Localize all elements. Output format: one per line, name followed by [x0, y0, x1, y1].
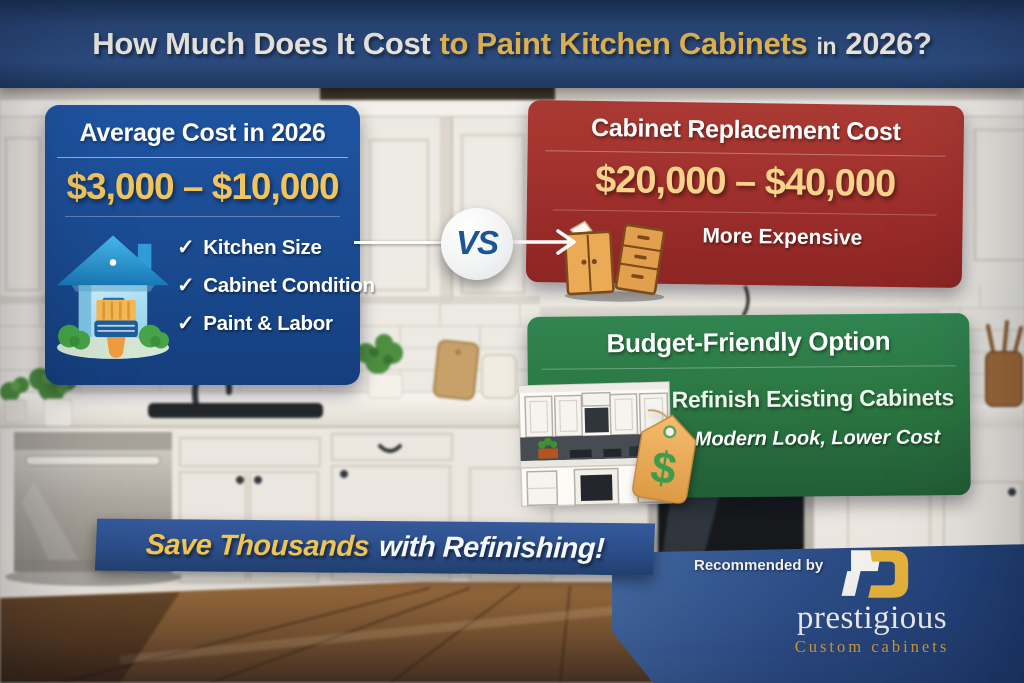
checkmark-icon: ✓ [177, 236, 195, 259]
average-cost-title: Average Cost in 2026 [79, 119, 326, 147]
house-paintbrush-icon [57, 235, 169, 359]
recommended-by-label: Recommended by [694, 557, 824, 574]
cost-factor-label: Cabinet Condition [203, 273, 375, 297]
divider [65, 216, 340, 217]
title-part-white: How Much Does It Cost [92, 26, 431, 61]
title-part-year: 2026? [845, 26, 932, 61]
recommendation-panel: Recommended by prestigious Custom cabine… [612, 544, 1024, 683]
ribbon-rest: with Refinishing! [378, 530, 605, 565]
replacement-cost-panel: Cabinet Replacement Cost $20,000 – $40,0… [525, 99, 965, 302]
wood-cabinets-icon [563, 220, 666, 302]
cost-factor-label: Paint & Labor [203, 311, 333, 335]
replacement-cost-title: Cabinet Replacement Cost [590, 113, 901, 147]
title-part-gold: to Paint Kitchen Cabinets [439, 26, 808, 61]
dollar-price-tag-icon: $ [632, 409, 697, 504]
ribbon-highlight: Save Thousands [145, 528, 370, 563]
cost-factor-item: ✓ Kitchen Size [177, 235, 375, 260]
average-cost-details: ✓ Kitchen Size ✓ Cabinet Condition ✓ Pai… [45, 217, 375, 361]
brand-tagline: Custom cabinets [794, 636, 950, 656]
savings-ribbon: Save Thousands with Refinishing! [94, 518, 656, 576]
vs-label: VS [455, 224, 499, 261]
budget-option-panel: Budget-Friendly Option Refinish Existing… [518, 313, 971, 508]
replacement-cost-note: More Expensive [702, 224, 863, 250]
page-title: How Much Does It Cost to Paint Kitchen C… [92, 26, 932, 62]
checkmark-icon: ✓ [177, 312, 195, 335]
divider [552, 209, 937, 216]
divider [541, 365, 956, 370]
pc-monogram-icon [841, 550, 909, 598]
replacement-cost-details: More Expensive [526, 220, 963, 302]
title-part-in: in [816, 33, 837, 59]
budget-option-title: Budget-Friendly Option [606, 325, 891, 359]
connector-line [354, 241, 442, 244]
average-cost-panel: Average Cost in 2026 $3,000 – $10,000 [45, 105, 375, 385]
vs-badge: VS [441, 208, 513, 280]
cost-factor-item: ✓ Cabinet Condition [177, 273, 375, 298]
kitchen-cabinets-illustration [518, 381, 673, 508]
header-banner: How Much Does It Cost to Paint Kitchen C… [0, 0, 1024, 88]
divider [57, 157, 348, 158]
cost-factor-item: ✓ Paint & Labor [177, 311, 375, 336]
cost-factor-label: Kitchen Size [203, 235, 322, 259]
brand-name: prestigious [796, 600, 948, 636]
divider [545, 150, 946, 157]
brand-logo: prestigious Custom cabinets [752, 546, 992, 657]
replacement-cost-price: $20,000 – $40,000 [594, 158, 896, 206]
arrow-icon [508, 229, 576, 255]
checkmark-icon: ✓ [177, 274, 195, 297]
average-cost-price: $3,000 – $10,000 [66, 166, 339, 207]
cost-factors-list: ✓ Kitchen Size ✓ Cabinet Condition ✓ Pai… [177, 235, 375, 336]
